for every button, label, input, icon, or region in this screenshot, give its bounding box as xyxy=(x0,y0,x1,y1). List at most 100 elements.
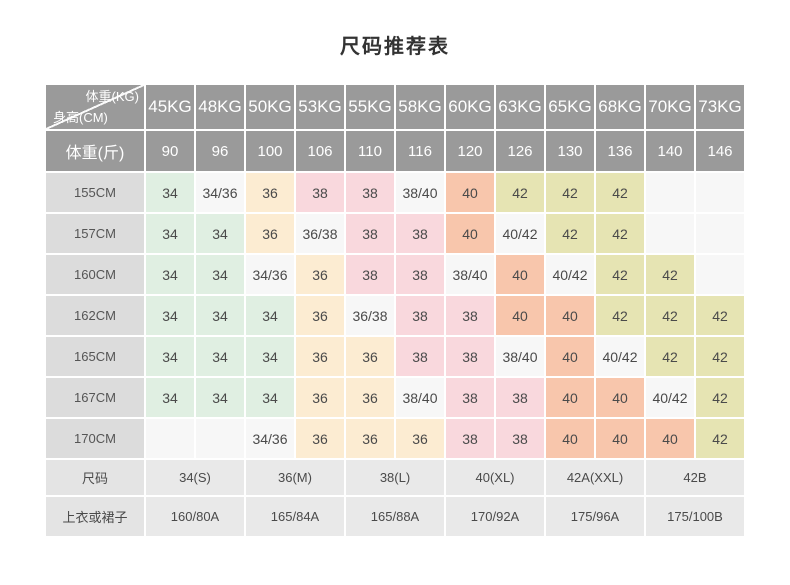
size-cell: 42 xyxy=(496,173,544,212)
size-cell: 42 xyxy=(596,173,644,212)
size-cell: 38 xyxy=(346,173,394,212)
weight-jin-value: 96 xyxy=(196,131,244,171)
size-cell: 36 xyxy=(246,173,294,212)
kg-column-header: 70KG xyxy=(646,85,694,129)
weight-jin-value: 90 xyxy=(146,131,194,171)
kg-column-header: 63KG xyxy=(496,85,544,129)
size-cell: 36 xyxy=(246,214,294,253)
size-cell: 38 xyxy=(396,255,444,294)
weight-jin-value: 136 xyxy=(596,131,644,171)
height-row-170: 170CM 34/36 36 36 36 38 38 40 40 40 42 xyxy=(46,419,744,458)
size-cell: 34/36 xyxy=(246,419,294,458)
size-cell: 36 xyxy=(346,419,394,458)
kg-column-header: 73KG xyxy=(696,85,744,129)
corner-header-cell: 体重(KG) 身高(CM) xyxy=(46,85,144,129)
kg-column-header: 50KG xyxy=(246,85,294,129)
size-cell: 36 xyxy=(296,378,344,417)
size-cell: 34 xyxy=(146,214,194,253)
size-cell: 34 xyxy=(196,337,244,376)
kg-column-header: 68KG xyxy=(596,85,644,129)
size-cell: 38 xyxy=(446,419,494,458)
size-cell: 34 xyxy=(196,378,244,417)
height-row-label: 162CM xyxy=(46,296,144,335)
size-cell: 34 xyxy=(196,296,244,335)
weight-jin-value: 110 xyxy=(346,131,394,171)
garment-spec-row: 上衣或裙子 160/80A 165/84A 165/88A 170/92A 17… xyxy=(46,497,744,536)
height-row-155: 155CM 34 34/36 36 38 38 38/40 40 42 42 4… xyxy=(46,173,744,212)
kg-column-header: 65KG xyxy=(546,85,594,129)
size-cell xyxy=(646,214,694,253)
size-cell: 34/36 xyxy=(246,255,294,294)
size-cell: 36 xyxy=(296,337,344,376)
size-name-cell: 34(S) xyxy=(146,460,244,495)
size-cell xyxy=(696,214,744,253)
kg-column-header: 53KG xyxy=(296,85,344,129)
size-cell: 36 xyxy=(346,337,394,376)
size-cell: 40 xyxy=(546,337,594,376)
height-row-160: 160CM 34 34 34/36 36 38 38 38/40 40 40/4… xyxy=(46,255,744,294)
size-cell: 38 xyxy=(496,419,544,458)
size-cell: 40 xyxy=(546,296,594,335)
size-chart-table: 体重(KG) 身高(CM) 45KG 48KG 50KG 53KG 55KG 5… xyxy=(44,83,746,538)
garment-spec-cell: 165/88A xyxy=(346,497,444,536)
size-name-cell: 42A(XXL) xyxy=(546,460,644,495)
size-cell: 40 xyxy=(646,419,694,458)
height-row-label: 157CM xyxy=(46,214,144,253)
size-cell: 36 xyxy=(346,378,394,417)
size-cell: 38/40 xyxy=(496,337,544,376)
size-cell: 38/40 xyxy=(446,255,494,294)
size-name-cell: 40(XL) xyxy=(446,460,544,495)
size-cell: 34 xyxy=(246,378,294,417)
size-cell: 34 xyxy=(196,255,244,294)
size-cell: 34 xyxy=(246,296,294,335)
size-cell: 40 xyxy=(596,378,644,417)
weight-jin-value: 106 xyxy=(296,131,344,171)
size-cell: 42 xyxy=(646,255,694,294)
height-row-157: 157CM 34 34 36 36/38 38 38 40 40/42 42 4… xyxy=(46,214,744,253)
size-cell: 40 xyxy=(596,419,644,458)
size-cell: 34 xyxy=(246,337,294,376)
size-cell: 42 xyxy=(696,296,744,335)
height-row-label: 165CM xyxy=(46,337,144,376)
kg-column-header: 55KG xyxy=(346,85,394,129)
height-row-label: 167CM xyxy=(46,378,144,417)
size-cell: 42 xyxy=(596,214,644,253)
size-cell: 36 xyxy=(396,419,444,458)
size-cell: 36/38 xyxy=(296,214,344,253)
garment-spec-cell: 165/84A xyxy=(246,497,344,536)
corner-labels: 体重(KG) 身高(CM) xyxy=(46,85,144,129)
size-cell xyxy=(646,173,694,212)
size-cell: 40/42 xyxy=(546,255,594,294)
weight-jin-value: 116 xyxy=(396,131,444,171)
size-cell: 38 xyxy=(446,296,494,335)
size-cell: 40 xyxy=(446,214,494,253)
size-cell: 42 xyxy=(596,255,644,294)
size-cell: 42 xyxy=(546,214,594,253)
size-cell: 38 xyxy=(346,255,394,294)
size-cell: 36 xyxy=(296,296,344,335)
size-name-cell: 36(M) xyxy=(246,460,344,495)
size-cell: 38 xyxy=(346,214,394,253)
size-cell: 40 xyxy=(546,378,594,417)
kg-column-header: 45KG xyxy=(146,85,194,129)
size-cell: 38 xyxy=(496,378,544,417)
size-cell: 40/42 xyxy=(496,214,544,253)
weight-kg-label: 体重(KG) xyxy=(85,89,139,104)
size-cell: 36 xyxy=(296,255,344,294)
size-row-label: 尺码 xyxy=(46,460,144,495)
size-cell: 40/42 xyxy=(646,378,694,417)
kg-column-header: 60KG xyxy=(446,85,494,129)
garment-row-label: 上衣或裙子 xyxy=(46,497,144,536)
weight-jin-value: 146 xyxy=(696,131,744,171)
size-cell: 38 xyxy=(396,337,444,376)
size-cell: 40/42 xyxy=(596,337,644,376)
size-cell xyxy=(196,419,244,458)
weight-jin-label: 体重(斤) xyxy=(46,131,144,171)
size-cell: 34/36 xyxy=(196,173,244,212)
garment-spec-cell: 175/96A xyxy=(546,497,644,536)
size-cell: 38 xyxy=(396,214,444,253)
size-cell xyxy=(696,173,744,212)
weight-jin-value: 126 xyxy=(496,131,544,171)
size-cell: 40 xyxy=(446,173,494,212)
